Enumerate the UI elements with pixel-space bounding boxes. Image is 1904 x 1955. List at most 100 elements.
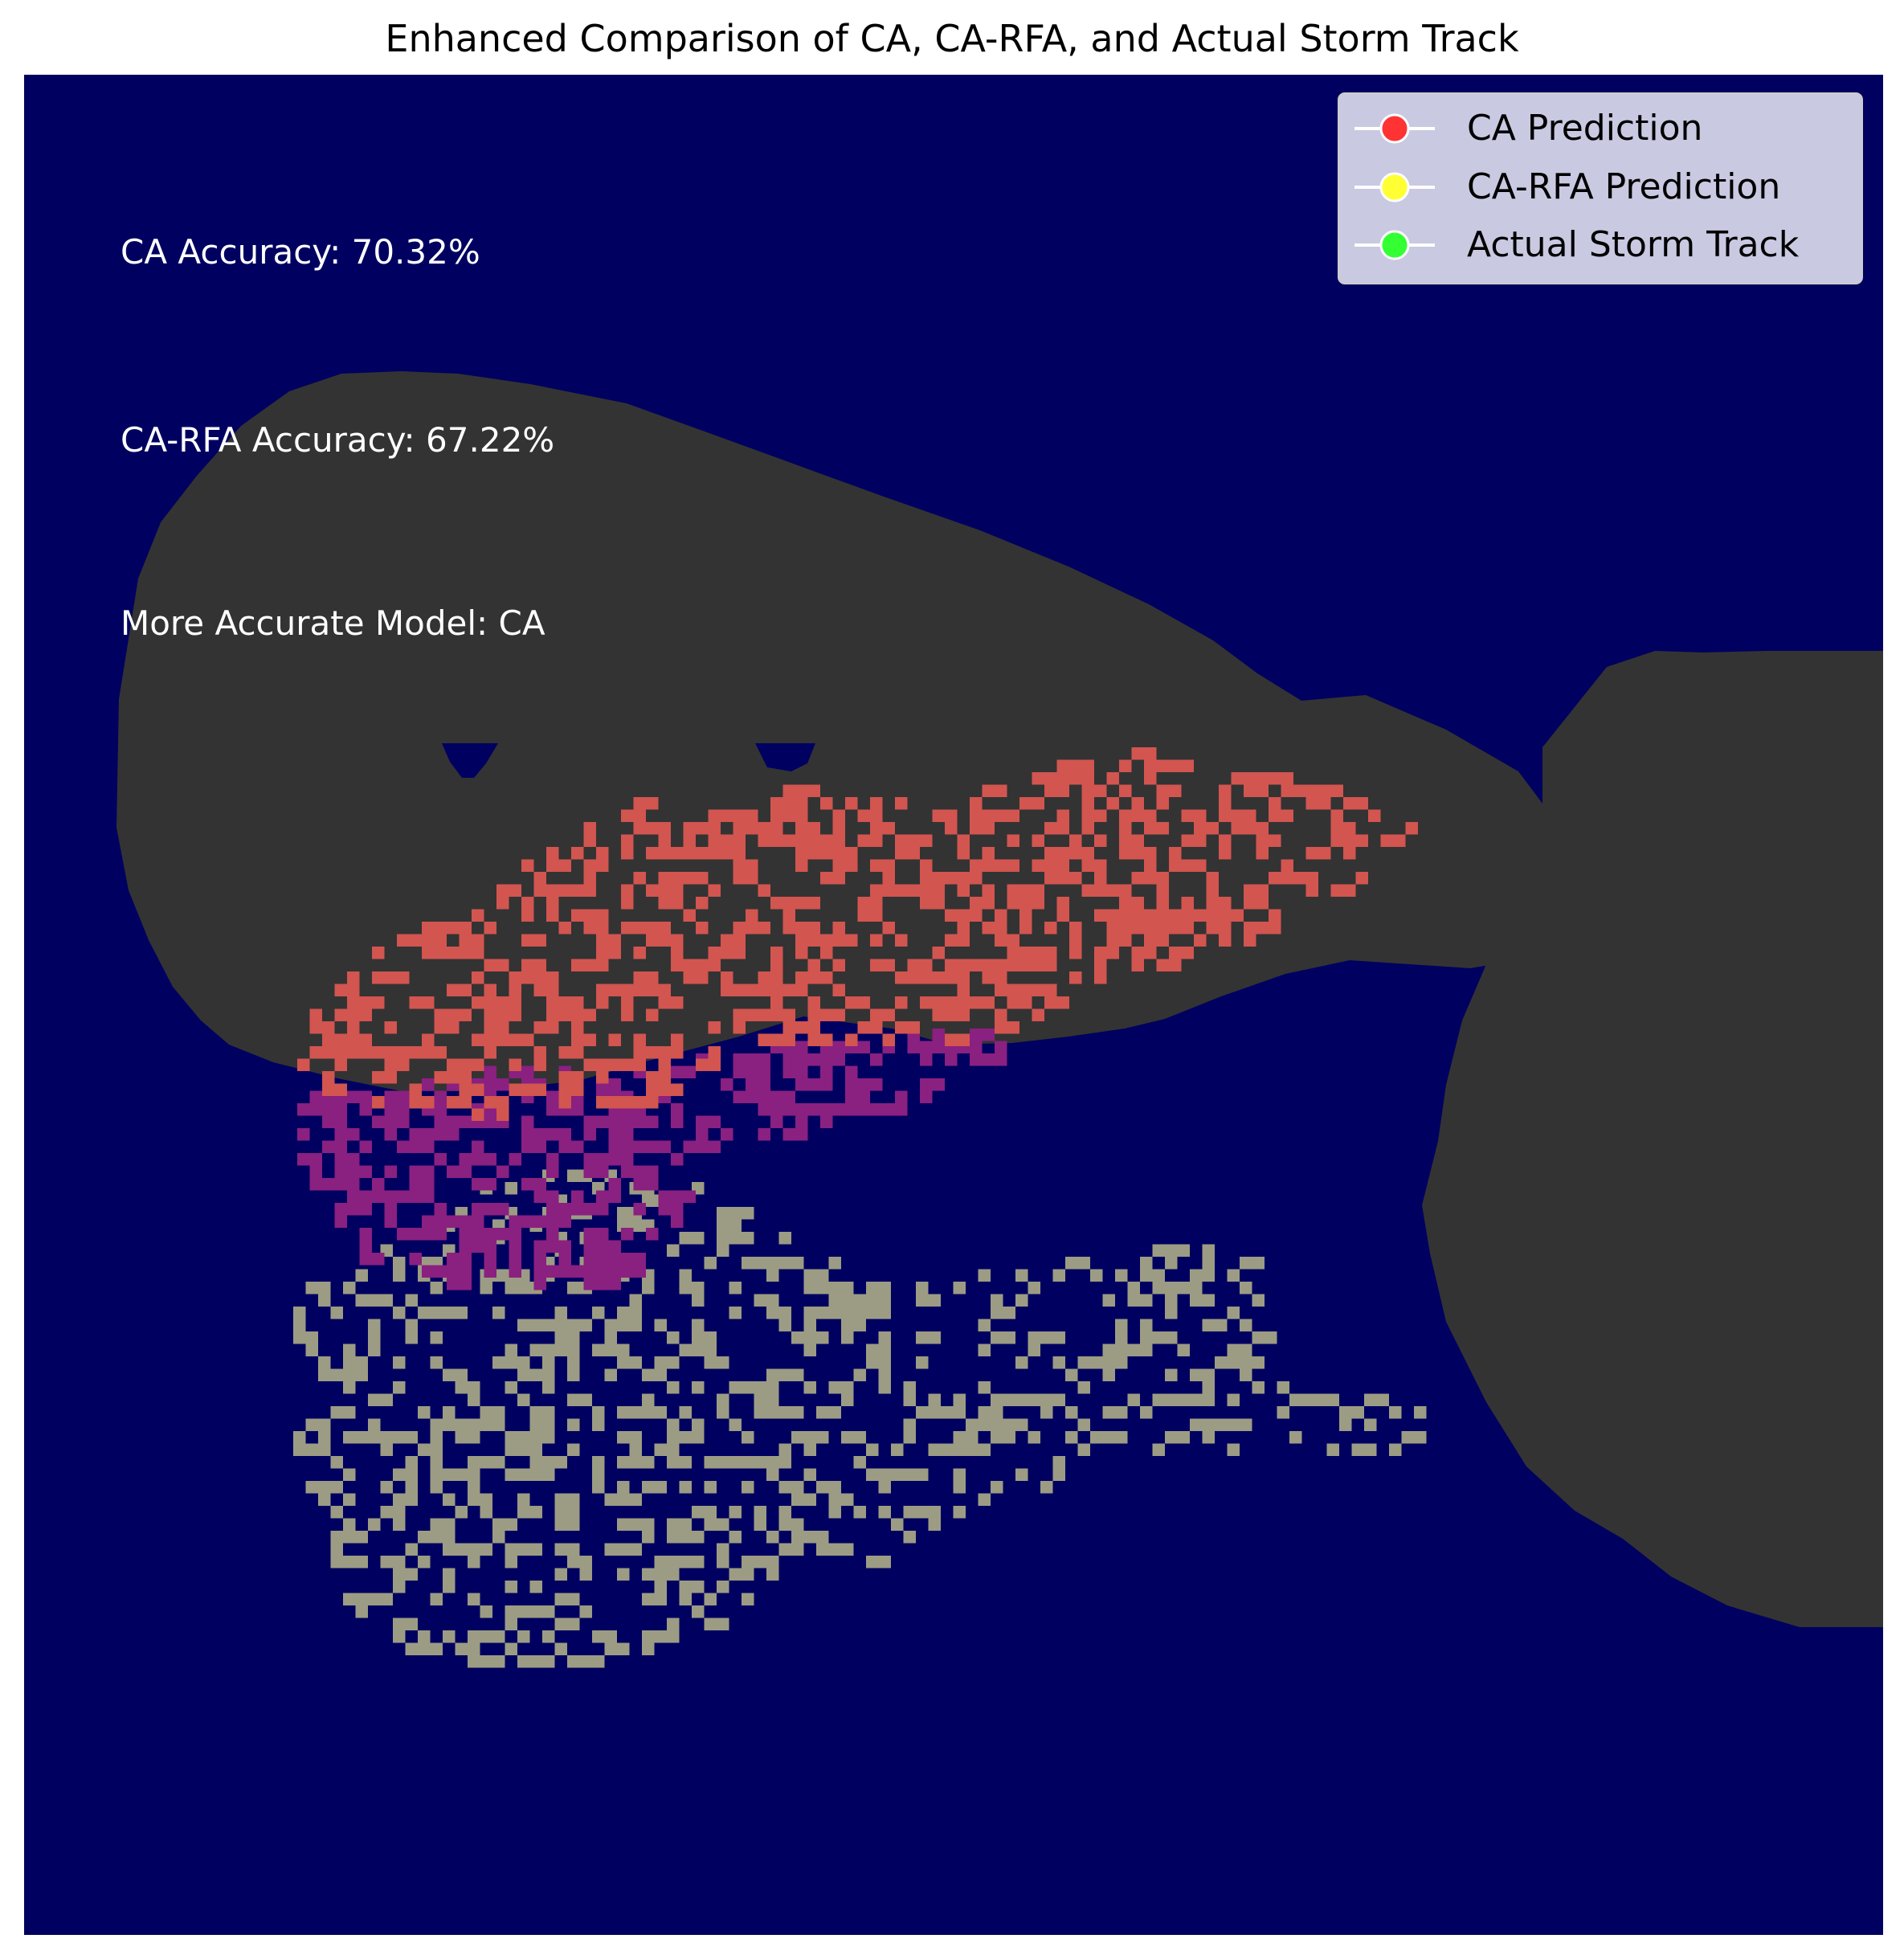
- ca-cell: [770, 797, 783, 810]
- actual-cell: [642, 1642, 655, 1655]
- carfa-cell: [372, 1115, 397, 1128]
- ca-cell: [671, 847, 684, 860]
- ca-cell: [845, 797, 858, 810]
- actual-cell: [1065, 1368, 1078, 1381]
- ca-cell: [1094, 909, 1107, 922]
- ca-cell: [683, 971, 696, 984]
- carfa-cell: [359, 1103, 372, 1116]
- actual-cell: [355, 1294, 368, 1307]
- ca-cell: [770, 822, 783, 835]
- actual-cell: [1215, 1356, 1228, 1369]
- actual-cell: [480, 1406, 492, 1419]
- carfa-cell: [309, 1178, 322, 1191]
- ca-cell: [995, 971, 1007, 984]
- actual-cell: [617, 1307, 630, 1319]
- ca-cell: [721, 934, 733, 947]
- carfa-cell: [484, 1153, 496, 1166]
- actual-cell: [878, 1331, 891, 1344]
- ca-cell: [558, 1046, 571, 1059]
- actual-cell: [1152, 1269, 1165, 1282]
- ca-cell: [1032, 884, 1044, 897]
- actual-cell: [343, 1518, 356, 1531]
- ca-cell: [1293, 872, 1306, 885]
- actual-cell: [567, 1443, 580, 1456]
- ca-cell: [1318, 797, 1331, 810]
- actual-cell: [1215, 1319, 1228, 1331]
- ca-cell: [982, 884, 995, 897]
- actual-cell: [667, 1356, 680, 1369]
- carfa-cell: [746, 1090, 758, 1103]
- carfa-cell: [509, 1153, 521, 1166]
- actual-cell: [418, 1556, 431, 1568]
- actual-cell: [505, 1618, 517, 1630]
- ca-cell: [1355, 872, 1368, 885]
- ca-cell: [297, 1058, 310, 1071]
- carfa-cell: [583, 1203, 596, 1216]
- ca-cell: [1119, 934, 1132, 947]
- actual-cell: [1115, 1431, 1128, 1444]
- ca-cell: [521, 909, 534, 922]
- ca-cell: [870, 884, 895, 897]
- actual-cell: [1190, 1393, 1203, 1406]
- ca-cell: [870, 859, 883, 872]
- ca-cell: [1156, 897, 1169, 910]
- ca-cell: [683, 909, 696, 922]
- actual-cell: [418, 1531, 431, 1544]
- actual-cell: [592, 1344, 605, 1356]
- actual-cell: [505, 1543, 517, 1556]
- actual-cell: [567, 1331, 580, 1344]
- ca-cell: [422, 996, 435, 1009]
- actual-cell: [1326, 1443, 1339, 1456]
- ca-cell: [1269, 834, 1281, 847]
- actual-cell: [318, 1294, 331, 1307]
- ca-cell: [832, 809, 845, 822]
- actual-cell: [1165, 1294, 1178, 1307]
- carfa-cell: [546, 1090, 559, 1103]
- ca-cell: [807, 897, 820, 910]
- carfa-cell: [671, 1215, 684, 1228]
- actual-cell: [443, 1307, 456, 1319]
- ca-cell: [832, 922, 845, 935]
- actual-cell: [1240, 1257, 1265, 1270]
- actual-cell: [791, 1331, 804, 1344]
- carfa-cell: [434, 1228, 447, 1241]
- ca-cell: [1119, 884, 1132, 897]
- actual-cell: [791, 1431, 816, 1444]
- ca-cell: [1106, 934, 1119, 947]
- carfa-cell: [409, 1178, 422, 1191]
- actual-cell: [816, 1282, 829, 1294]
- actual-cell: [1090, 1269, 1103, 1282]
- carfa-cell: [758, 1078, 770, 1091]
- carfa-cell: [558, 1203, 571, 1216]
- ca-cell: [970, 797, 983, 810]
- actual-cell: [704, 1356, 717, 1369]
- carfa-cell: [658, 1140, 671, 1153]
- actual-cell: [642, 1393, 655, 1406]
- ca-cell: [970, 822, 995, 835]
- ca-cell: [1056, 909, 1069, 922]
- carfa-cell: [422, 1190, 435, 1203]
- ca-cell: [1269, 809, 1281, 822]
- actual-cell: [978, 1269, 991, 1282]
- actual-cell: [330, 1456, 343, 1469]
- actual-cell: [717, 1244, 729, 1257]
- actual-cell: [903, 1431, 916, 1444]
- actual-cell: [1165, 1257, 1178, 1270]
- ca-cell: [795, 784, 820, 797]
- carfa-cell: [733, 1090, 746, 1103]
- carfa-cell: [596, 1240, 609, 1253]
- actual-cell: [941, 1406, 954, 1419]
- carfa-cell: [608, 1240, 621, 1253]
- actual-cell: [692, 1431, 705, 1444]
- ca-cell: [782, 1033, 795, 1046]
- actual-cell: [529, 1581, 542, 1593]
- ca-cell: [533, 872, 546, 885]
- carfa-cell: [434, 1090, 447, 1103]
- actual-cell: [1090, 1431, 1103, 1444]
- actual-cell: [1052, 1393, 1065, 1406]
- ca-cell: [359, 996, 372, 1009]
- actual-cell: [617, 1456, 630, 1469]
- ca-cell: [945, 959, 958, 971]
- ca-cell: [1131, 809, 1144, 822]
- actual-cell: [878, 1344, 891, 1356]
